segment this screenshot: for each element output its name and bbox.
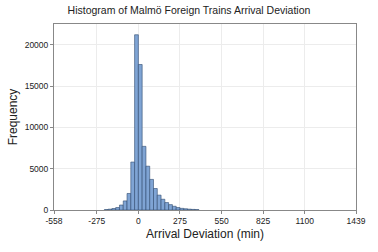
svg-text:Frequency: Frequency <box>6 89 20 146</box>
svg-text:1100: 1100 <box>296 216 315 226</box>
svg-text:5000: 5000 <box>29 164 48 174</box>
svg-text:1439: 1439 <box>347 216 366 226</box>
svg-text:-558: -558 <box>45 216 62 226</box>
svg-text:-275: -275 <box>88 216 105 226</box>
svg-text:825: 825 <box>256 216 270 226</box>
svg-text:10000: 10000 <box>25 122 49 132</box>
svg-text:Arrival Deviation (min): Arrival Deviation (min) <box>146 227 264 241</box>
svg-text:0: 0 <box>44 205 49 215</box>
svg-text:Histogram of Malmö Foreign Tra: Histogram of Malmö Foreign Trains Arriva… <box>68 4 311 16</box>
svg-text:15000: 15000 <box>25 81 49 91</box>
svg-text:550: 550 <box>214 216 228 226</box>
svg-text:275: 275 <box>173 216 187 226</box>
svg-text:20000: 20000 <box>25 40 49 50</box>
svg-text:0: 0 <box>136 216 141 226</box>
